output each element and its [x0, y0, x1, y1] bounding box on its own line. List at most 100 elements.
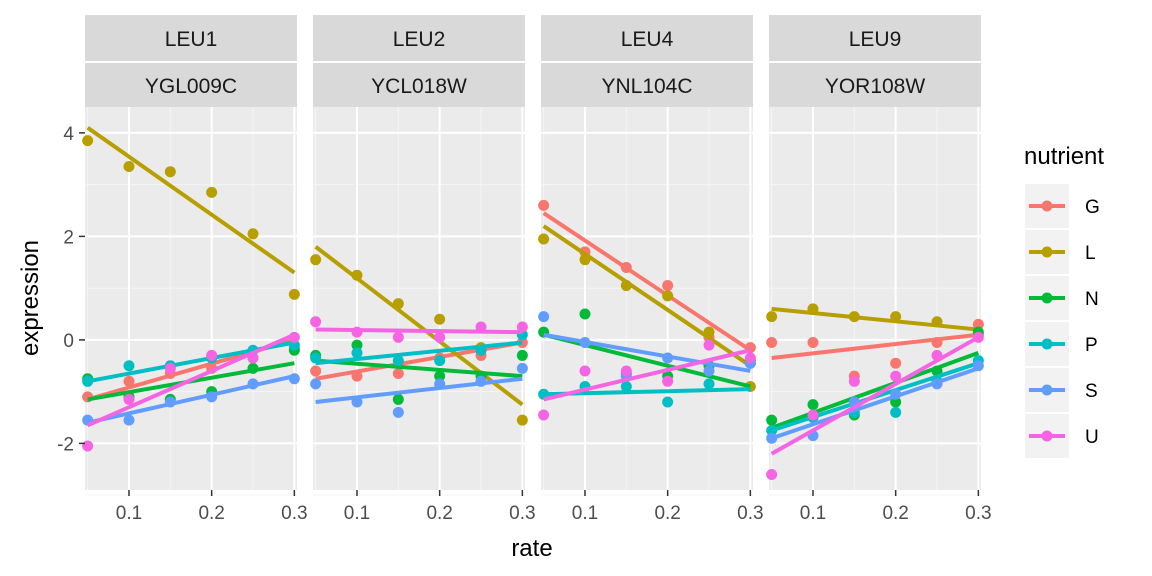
strip-bottom-bg [313, 63, 525, 107]
x-axis-label: rate [511, 535, 552, 562]
data-point [538, 409, 550, 421]
fit-line [543, 387, 751, 397]
data-point [662, 396, 674, 408]
y-tick-label: 0 [63, 331, 74, 352]
fit-line [542, 224, 752, 368]
data-point [288, 288, 300, 300]
fit-line [315, 340, 523, 366]
series-U [538, 339, 756, 421]
strip-bottom-bg [541, 63, 753, 107]
fit-line [770, 350, 980, 430]
strip-label-gene: LEU9 [849, 28, 902, 51]
legend-label: S [1085, 381, 1098, 402]
data-point [123, 393, 135, 405]
series-L [766, 303, 984, 341]
legend: nutrient G L N P S U [1024, 143, 1104, 458]
data-point [766, 414, 778, 426]
x-tick-label: 0.2 [426, 503, 452, 524]
fit-line [314, 245, 524, 407]
data-point [164, 166, 176, 178]
strip-top-bg [85, 15, 297, 61]
strip-label-gene: LEU4 [621, 28, 674, 51]
x-tick-label: 0.1 [116, 503, 142, 524]
facet-panel: LEU9 YOR108W [766, 15, 984, 496]
fit-line [771, 306, 979, 332]
data-point [310, 316, 322, 328]
data-point [392, 406, 404, 418]
data-point [392, 331, 404, 343]
x-tick-label: 0.1 [344, 503, 370, 524]
data-point [434, 313, 446, 325]
data-point [164, 362, 176, 374]
data-point [434, 331, 446, 343]
data-point [662, 290, 674, 302]
data-point [807, 336, 819, 348]
legend-item-U: U [1025, 414, 1099, 458]
legend-label: U [1085, 427, 1099, 448]
strip-label-orf: YNL104C [601, 75, 692, 98]
fit-line [543, 332, 751, 373]
series-G [310, 336, 528, 382]
fit-line [542, 211, 752, 352]
data-point [579, 365, 591, 377]
legend-key-point [1041, 384, 1053, 396]
data-point [890, 406, 902, 418]
x-tick-label: 0.2 [654, 503, 680, 524]
y-axis-label: expression [17, 240, 44, 356]
x-tick-label: 0.3 [509, 503, 535, 524]
strip-label-gene: LEU1 [165, 28, 218, 51]
fit-line [315, 376, 523, 405]
fit-line [543, 332, 751, 389]
data-point [703, 365, 715, 377]
data-point [82, 440, 94, 452]
panel-background [313, 107, 525, 490]
data-point [620, 380, 632, 392]
data-point [123, 360, 135, 372]
data-point [206, 349, 218, 361]
facet-panel: LEU2 YCL018W [310, 15, 528, 496]
data-point [766, 468, 778, 480]
strip-bottom-bg [85, 63, 297, 107]
data-point [310, 365, 322, 377]
data-point [123, 375, 135, 387]
series-U [82, 331, 300, 452]
legend-label: L [1085, 243, 1096, 264]
series-L [82, 126, 300, 300]
series-L [538, 224, 756, 392]
facet-panels: LEU1 YGL009C LEU2 YCL018W LEU4 YNL104C LEU9 YOR… [82, 15, 984, 496]
fit-line [87, 374, 295, 425]
data-point [516, 362, 528, 374]
x-tick-label: 0.2 [882, 503, 908, 524]
legend-item-S: S [1025, 368, 1098, 412]
x-tick-label: 0.3 [965, 503, 991, 524]
strip-top-bg [313, 15, 525, 61]
data-point [123, 161, 135, 173]
legend-key-point [1041, 200, 1053, 212]
data-point [890, 357, 902, 369]
legend-label: N [1085, 289, 1099, 310]
legend-key-point [1041, 246, 1053, 258]
data-point [310, 378, 322, 390]
data-point [310, 254, 322, 266]
data-point [516, 349, 528, 361]
fit-line [86, 126, 296, 275]
data-point [538, 199, 550, 211]
strip-top-bg [541, 15, 753, 61]
data-point [579, 308, 591, 320]
legend-item-P: P [1025, 322, 1098, 366]
series-S [82, 373, 300, 426]
data-point [206, 186, 218, 198]
series-U [310, 316, 528, 343]
panel-background [85, 107, 297, 490]
data-point [848, 375, 860, 387]
strip-bottom-bg [769, 63, 981, 107]
data-point [434, 370, 446, 382]
legend-key-point [1041, 292, 1053, 304]
legend-key-point [1041, 338, 1053, 350]
y-tick-label: 2 [63, 227, 74, 248]
strip-top-bg [769, 15, 981, 61]
x-tick-label: 0.1 [800, 503, 826, 524]
data-point [351, 339, 363, 351]
x-tick-label: 0.3 [737, 503, 763, 524]
